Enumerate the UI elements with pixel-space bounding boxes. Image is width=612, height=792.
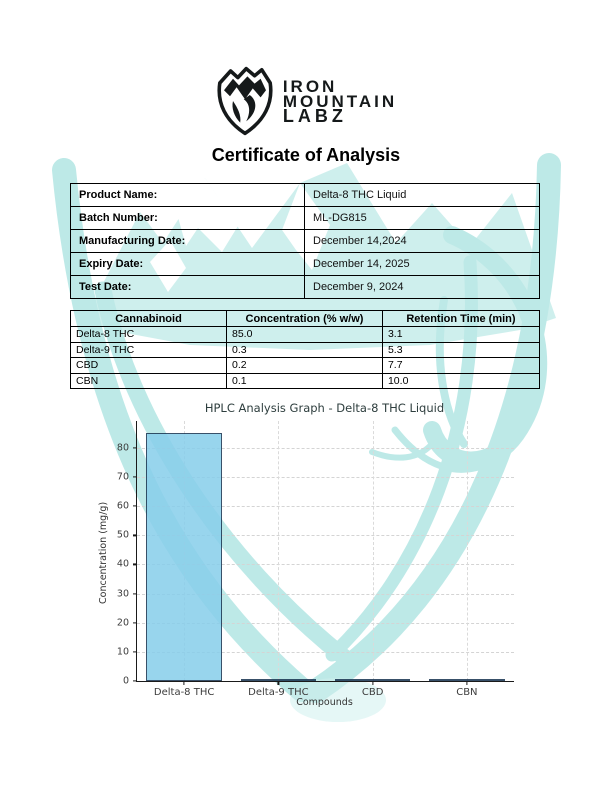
table-row: Product Name: Delta-8 THC Liquid (71, 184, 539, 207)
y-tick-mark (133, 593, 137, 595)
cell-compound: Delta-9 THC (71, 342, 227, 357)
hplc-bar-chart: HPLC Analysis Graph - Delta-8 THC Liquid… (96, 398, 526, 710)
cell-concentration: 85.0 (227, 327, 383, 342)
table-row: Manufacturing Date: December 14,2024 (71, 230, 539, 253)
y-tick-mark (133, 505, 137, 507)
y-tick-label: 40 (116, 558, 129, 570)
product-name-value: Delta-8 THC Liquid (313, 189, 407, 201)
y-tick-mark (133, 563, 137, 566)
y-tick-mark (133, 680, 137, 682)
x-tick-mark (466, 681, 468, 685)
y-tick-mark (133, 476, 137, 478)
cell-retention: 5.3 (387, 343, 403, 356)
table-row: Delta-9 THC 0.3 5.3 (71, 342, 539, 358)
brand-wordmark: IRON MOUNTAIN LABZ (282, 76, 398, 126)
batch-number-label: Batch Number: (71, 207, 305, 229)
table-row: Batch Number: ML-DG815 (71, 207, 539, 230)
cell-compound: CBN (71, 373, 227, 388)
bar-delta-8-thc (146, 433, 222, 681)
cell-concentration: 0.3 (227, 342, 383, 357)
x-tick-mark (277, 681, 279, 685)
cell-retention: 7.7 (387, 359, 403, 372)
expiry-date-value: December 14, 2025 (313, 258, 410, 270)
y-tick-mark (133, 651, 137, 653)
cell-compound: Delta-8 THC (71, 327, 227, 342)
v-gridline (466, 421, 468, 681)
y-tick-label: 0 (122, 675, 129, 687)
manufacturing-date-label: Manufacturing Date: (71, 230, 305, 252)
v-gridline (278, 421, 280, 681)
test-date-label: Test Date: (71, 276, 305, 298)
y-tick-label: 80 (116, 442, 129, 454)
brand-line-labz: LABZ (282, 105, 347, 126)
document-title: Certificate of Analysis (211, 145, 401, 165)
expiry-date-label: Expiry Date: (71, 253, 305, 275)
y-tick-label: 50 (116, 529, 129, 541)
y-tick-label: 10 (116, 646, 129, 658)
batch-number-value: ML-DG815 (313, 212, 367, 224)
y-tick-mark (133, 534, 137, 536)
chart-title: HPLC Analysis Graph - Delta-8 THC Liquid (204, 401, 445, 415)
x-axis-label: Compounds (296, 697, 353, 708)
cell-compound: CBD (71, 358, 227, 373)
y-tick-label: 60 (116, 500, 129, 512)
cell-concentration: 0.1 (227, 373, 383, 388)
y-tick-label: 20 (116, 617, 129, 629)
y-tick-label: 30 (116, 588, 129, 600)
plot-area: 0 10 20 30 40 50 60 70 80 Delta-8 THC Delta-9 THC C… (117, 421, 514, 698)
brand-header: IRON MOUNTAIN LABZ (0, 64, 612, 138)
cannabinoid-table-header: Cannabinoid Concentration (% w/w) Retent… (71, 311, 539, 327)
manufacturing-date-value: December 14,2024 (313, 235, 407, 247)
y-tick-label: 70 (116, 471, 129, 483)
col-header-retention-time: Retention Time (min) (406, 312, 516, 325)
table-row: Expiry Date: December 14, 2025 (71, 253, 539, 276)
mountain-shield-logo-icon (217, 66, 273, 136)
table-row: Delta-8 THC 85.0 3.1 (71, 327, 539, 343)
x-tick-mark (183, 681, 185, 685)
table-row: CBN 0.1 10.0 (71, 373, 539, 388)
y-tick-mark (133, 622, 137, 624)
cell-retention: 10.0 (387, 374, 409, 387)
col-header-cannabinoid: Cannabinoid (71, 311, 227, 326)
y-axis-label: Concentration (mg/g) (98, 501, 109, 605)
test-date-value: December 9, 2024 (313, 281, 404, 293)
col-header-concentration: Concentration (% w/w) (227, 311, 383, 326)
table-row: Test Date: December 9, 2024 (71, 276, 539, 298)
product-name-label: Product Name: (71, 184, 305, 206)
cannabinoid-table: Cannabinoid Concentration (% w/w) Retent… (70, 310, 540, 389)
cell-retention: 3.1 (387, 328, 403, 341)
x-tick-mark (372, 681, 374, 685)
product-info-table: Product Name: Delta-8 THC Liquid Batch N… (70, 183, 540, 299)
cell-concentration: 0.2 (227, 358, 383, 373)
brand-line-iron: IRON (282, 76, 338, 96)
brand-line-mountain: MOUNTAIN (282, 91, 398, 111)
table-row: CBD 0.2 7.7 (71, 358, 539, 374)
y-tick-mark (133, 447, 137, 449)
v-gridline (372, 421, 374, 681)
